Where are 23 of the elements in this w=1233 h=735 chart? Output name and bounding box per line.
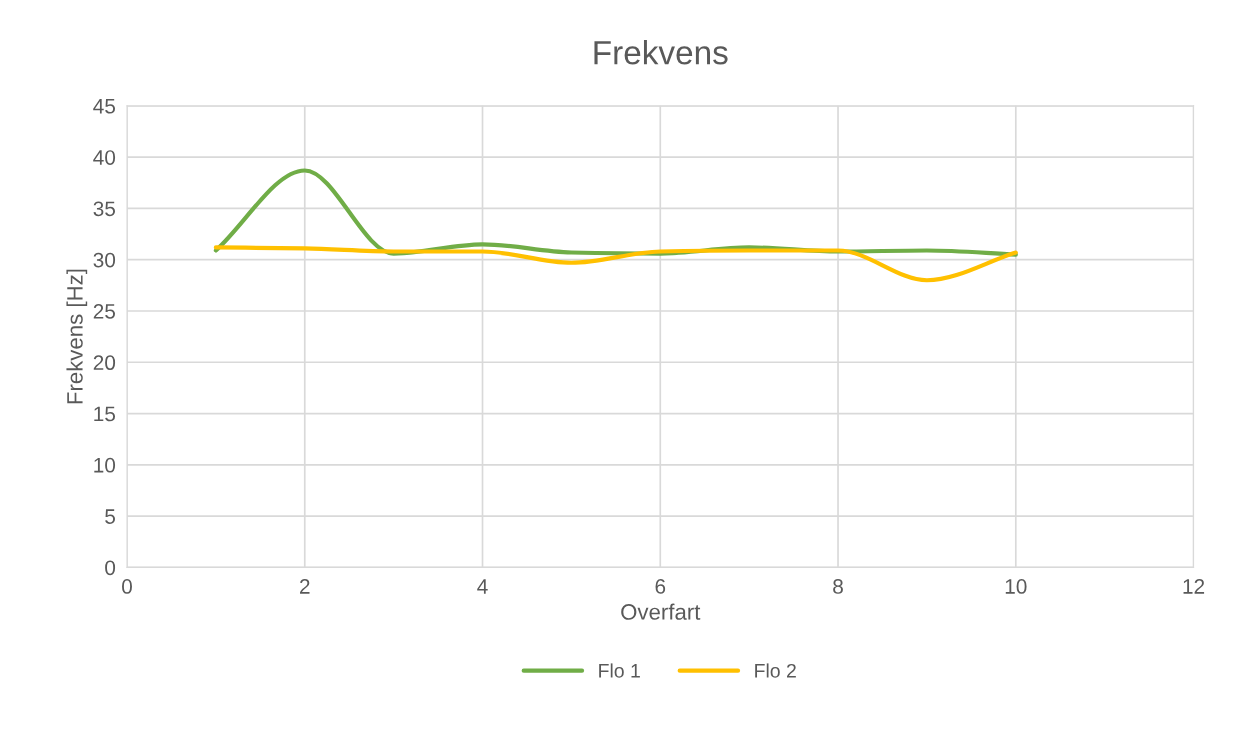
y-tick-label: 10 bbox=[94, 457, 116, 473]
line-series bbox=[213, 245, 1018, 283]
y-tick-label: 45 bbox=[93, 99, 116, 114]
chart-title: Frekvens bbox=[594, 40, 728, 65]
x-tick-label: 6 bbox=[655, 579, 666, 594]
x-tick-label: 0 bbox=[122, 579, 132, 594]
x-axis-title: Overfart bbox=[621, 603, 701, 620]
x-tick-label: 2 bbox=[300, 579, 310, 594]
y-tick-label: 25 bbox=[93, 303, 116, 319]
x-tick-label: 10 bbox=[1005, 579, 1027, 594]
y-tick-label: 5 bbox=[105, 509, 116, 524]
y-tick-label: 0 bbox=[105, 560, 116, 576]
y-axis-title: Frekvens [Hz] bbox=[66, 269, 88, 404]
y-tick-label: 15 bbox=[94, 406, 116, 422]
x-tick-label: 12 bbox=[1183, 579, 1205, 594]
x-tick-label: 8 bbox=[833, 579, 843, 594]
y-tick-label: 30 bbox=[93, 252, 116, 268]
y-tick-label: 40 bbox=[93, 150, 116, 165]
x-tick-label: 4 bbox=[477, 579, 488, 594]
legend-label: Flo 2 bbox=[755, 663, 796, 678]
y-tick-label: 35 bbox=[93, 201, 116, 217]
y-tick-label: 20 bbox=[93, 355, 116, 371]
legend-label: Flo 1 bbox=[599, 663, 640, 678]
